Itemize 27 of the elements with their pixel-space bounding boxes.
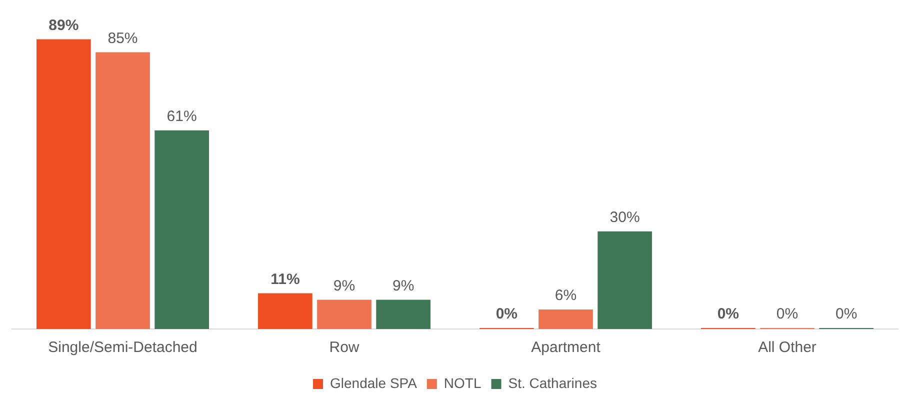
x-tick-label: Single/Semi-Detached xyxy=(48,339,198,356)
bar xyxy=(36,39,91,329)
data-label: 6% xyxy=(554,287,577,304)
data-label: 9% xyxy=(392,277,414,294)
data-label: 0% xyxy=(496,306,518,323)
x-tick-label: All Other xyxy=(758,339,816,356)
bar xyxy=(154,130,209,329)
bar xyxy=(258,293,312,329)
bar xyxy=(96,52,150,329)
bar xyxy=(317,300,372,329)
data-label: 0% xyxy=(776,306,798,323)
x-tick-label: Row xyxy=(329,339,360,356)
data-label: 61% xyxy=(166,108,197,126)
data-label: 9% xyxy=(333,277,356,294)
data-label: 0% xyxy=(835,306,858,323)
data-label: 0% xyxy=(717,306,740,323)
data-label: 30% xyxy=(610,208,640,226)
legend-label: St. Catharines xyxy=(508,374,597,391)
bar xyxy=(538,309,593,329)
data-label: 89% xyxy=(48,16,79,34)
legend-label: NOTL xyxy=(444,374,482,391)
data-label: 11% xyxy=(270,270,300,288)
data-label: 85% xyxy=(108,30,138,47)
x-tick-label: Apartment xyxy=(531,339,602,356)
bar xyxy=(376,300,430,329)
bar xyxy=(598,231,652,329)
legend-label: Glendale SPA xyxy=(330,374,418,391)
